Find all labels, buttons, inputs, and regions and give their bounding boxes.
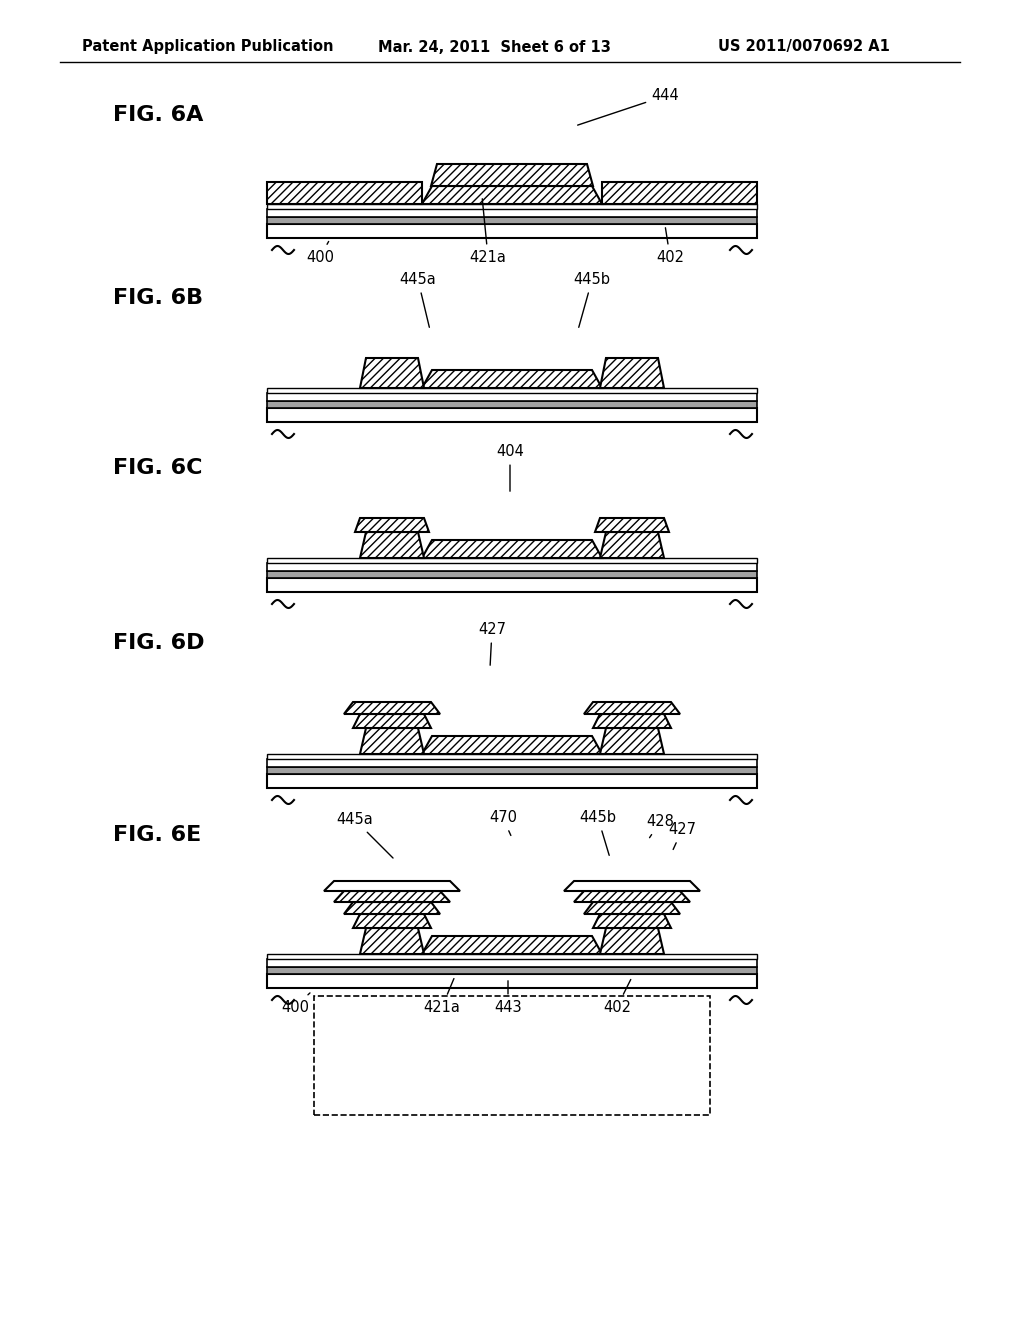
Text: 421a: 421a [424, 978, 461, 1015]
Bar [267, 408, 757, 422]
Text: 445b: 445b [580, 810, 616, 855]
Text: FIG. 6C: FIG. 6C [113, 458, 203, 478]
Polygon shape [600, 358, 664, 388]
Text: Patent Application Publication: Patent Application Publication [82, 40, 334, 54]
Polygon shape [422, 370, 602, 388]
Bar [267, 572, 757, 578]
Text: FIG. 6B: FIG. 6B [113, 288, 203, 308]
Bar [267, 401, 757, 408]
Bar [267, 205, 757, 209]
Text: 443: 443 [495, 981, 522, 1015]
Bar [314, 997, 710, 1115]
Bar [267, 209, 757, 216]
Bar [267, 767, 757, 774]
Bar [267, 564, 757, 572]
Polygon shape [422, 540, 602, 558]
Polygon shape [355, 517, 429, 532]
Polygon shape [595, 517, 669, 532]
Text: 445a: 445a [337, 813, 393, 858]
Text: 428: 428 [646, 814, 674, 838]
Polygon shape [574, 891, 690, 902]
Bar [267, 558, 757, 564]
Text: FIG. 6E: FIG. 6E [113, 825, 202, 845]
Text: 470: 470 [489, 810, 517, 836]
Text: Mar. 24, 2011  Sheet 6 of 13: Mar. 24, 2011 Sheet 6 of 13 [378, 40, 611, 54]
Polygon shape [602, 182, 757, 205]
Polygon shape [422, 186, 602, 205]
Bar [267, 974, 757, 987]
Polygon shape [324, 880, 460, 891]
Text: 402: 402 [656, 228, 684, 264]
Polygon shape [344, 702, 440, 714]
Polygon shape [431, 164, 593, 186]
Polygon shape [344, 902, 440, 913]
Text: 444: 444 [578, 88, 679, 125]
Polygon shape [360, 358, 424, 388]
Polygon shape [422, 936, 602, 954]
Polygon shape [360, 532, 424, 558]
Polygon shape [593, 913, 671, 928]
Bar [267, 754, 757, 759]
Polygon shape [422, 737, 602, 754]
Bar [267, 393, 757, 401]
Bar [267, 960, 757, 968]
Text: 404: 404 [496, 445, 524, 491]
Polygon shape [584, 902, 680, 913]
Polygon shape [267, 182, 422, 205]
Text: 400: 400 [306, 242, 334, 264]
Polygon shape [584, 702, 680, 714]
Text: 445a: 445a [399, 272, 436, 327]
Polygon shape [334, 891, 450, 902]
Polygon shape [600, 532, 664, 558]
Polygon shape [600, 729, 664, 754]
Bar [267, 224, 757, 238]
Polygon shape [564, 880, 700, 891]
Text: 421a: 421a [470, 199, 507, 264]
Text: 402: 402 [603, 979, 631, 1015]
Bar [267, 759, 757, 767]
Polygon shape [600, 928, 664, 954]
Bar [267, 216, 757, 224]
Text: US 2011/0070692 A1: US 2011/0070692 A1 [718, 40, 890, 54]
Bar [267, 578, 757, 591]
Polygon shape [360, 729, 424, 754]
Polygon shape [360, 928, 424, 954]
Polygon shape [353, 913, 431, 928]
Bar [267, 774, 757, 788]
Bar [267, 954, 757, 960]
Polygon shape [593, 714, 671, 729]
Text: 445b: 445b [573, 272, 610, 327]
Bar [267, 388, 757, 393]
Text: 400: 400 [281, 993, 310, 1015]
Polygon shape [353, 714, 431, 729]
Text: FIG. 6A: FIG. 6A [113, 106, 204, 125]
Text: 427: 427 [478, 623, 506, 665]
Text: 427: 427 [668, 822, 696, 850]
Text: FIG. 6D: FIG. 6D [113, 634, 205, 653]
Bar [267, 968, 757, 974]
